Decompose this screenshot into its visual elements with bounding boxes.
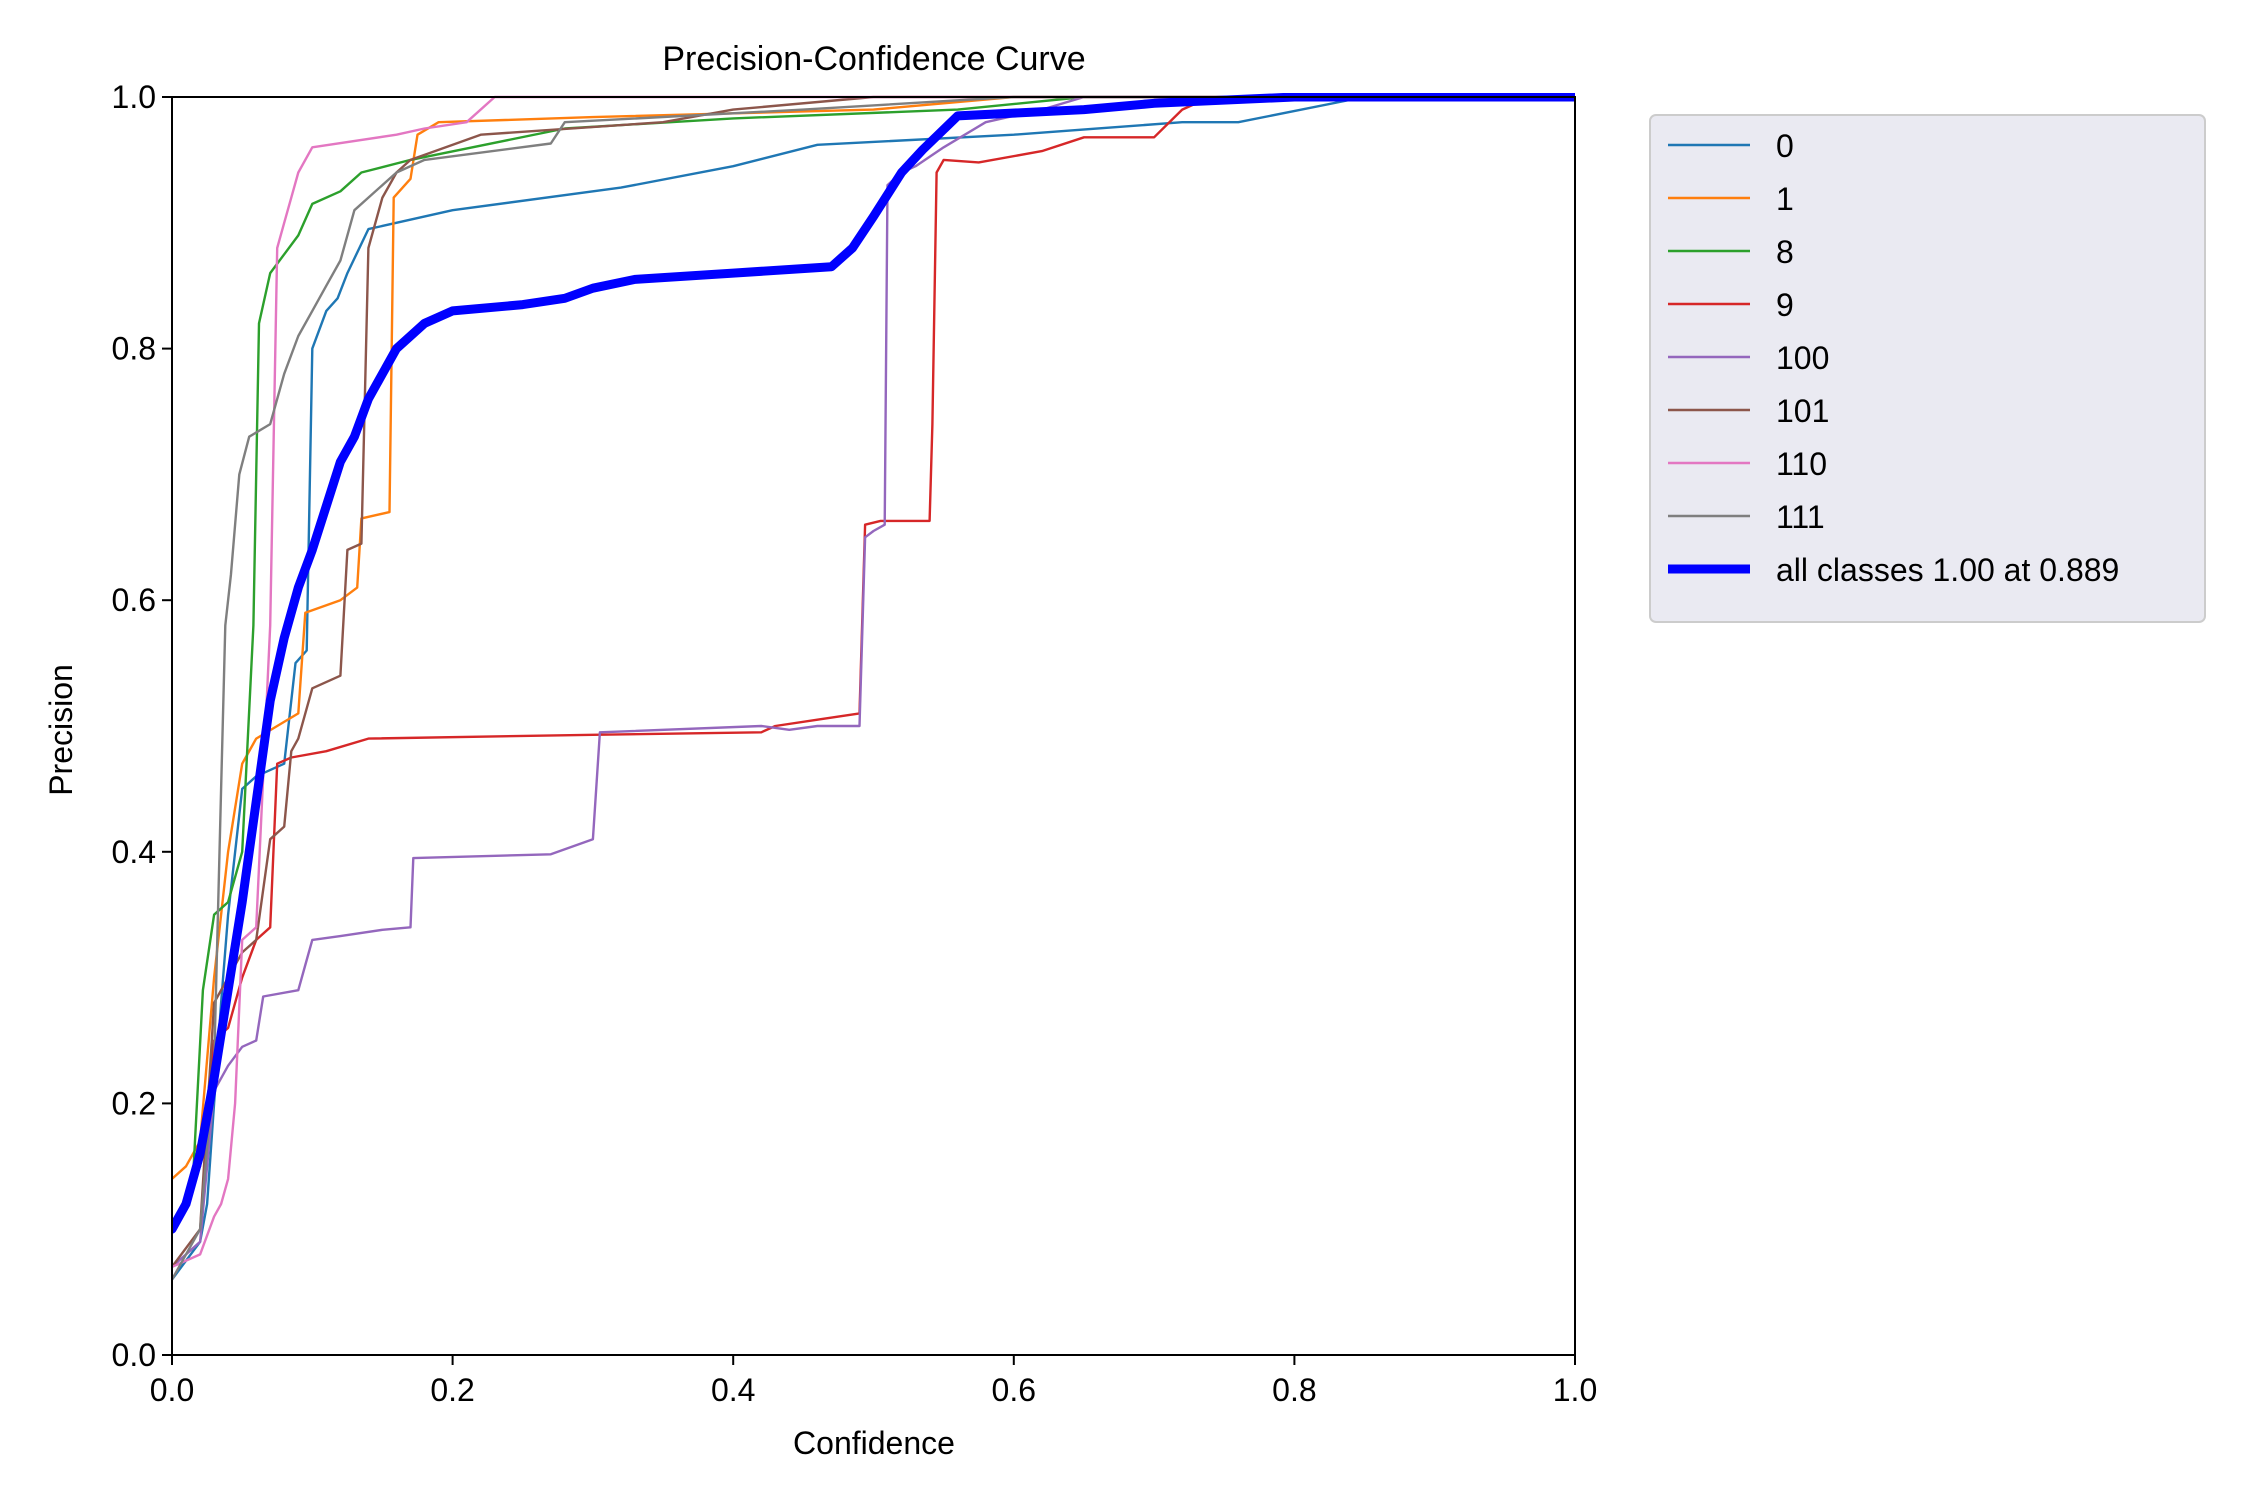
x-tick-label: 0.4 (711, 1372, 755, 1408)
series-line-0 (172, 95, 1575, 1281)
y-axis-label: Precision (43, 664, 79, 796)
series-line-7 (172, 95, 1575, 1281)
y-tick-label: 0.0 (112, 1337, 156, 1373)
x-tick-label: 0.6 (992, 1372, 1036, 1408)
legend-label-6: 110 (1776, 446, 1827, 482)
legend-label-8: all classes 1.00 at 0.889 (1776, 552, 2119, 588)
y-tick-label: 0.6 (112, 582, 156, 618)
y-tick-label: 0.8 (112, 331, 156, 367)
series-line-2 (172, 95, 1575, 1231)
x-axis-label: Confidence (793, 1425, 955, 1461)
plot-area (172, 93, 1575, 1281)
legend-label-5: 101 (1776, 393, 1829, 429)
chart-title: Precision-Confidence Curve (662, 40, 1085, 78)
series-line-3 (172, 95, 1575, 1231)
y-tick-label: 0.2 (112, 1085, 156, 1121)
legend-box (1649, 114, 2206, 623)
plot-frame (171, 96, 1576, 1356)
series-line-8 (172, 93, 1575, 1234)
series-line-4 (172, 95, 1575, 1269)
x-axis: 0.0 0.2 0.4 0.6 0.8 1.0 (150, 1355, 1597, 1408)
x-tick-label: 0.8 (1272, 1372, 1316, 1408)
y-tick-label: 1.0 (112, 79, 156, 115)
legend-label-0: 0 (1776, 128, 1794, 164)
legend-label-3: 9 (1776, 287, 1794, 323)
x-tick-label: 0.2 (430, 1372, 474, 1408)
y-axis: 0.0 0.2 0.4 0.6 0.8 1.0 (112, 79, 172, 1373)
legend-label-2: 8 (1776, 234, 1794, 270)
legend-label-7: 111 (1776, 499, 1825, 535)
y-tick-label: 0.4 (112, 834, 156, 870)
series-line-6 (172, 95, 1575, 1269)
series-line-1 (172, 95, 1575, 1181)
x-tick-label: 0.0 (150, 1372, 194, 1408)
legend-label-1: 1 (1776, 181, 1794, 217)
legend: 0 1 8 9 100 101 110 111 all classes 1.00 at 0.88… (1649, 114, 2206, 623)
x-tick-label: 1.0 (1553, 1372, 1597, 1408)
legend-label-4: 100 (1776, 340, 1829, 376)
series-line-5 (172, 95, 1575, 1269)
